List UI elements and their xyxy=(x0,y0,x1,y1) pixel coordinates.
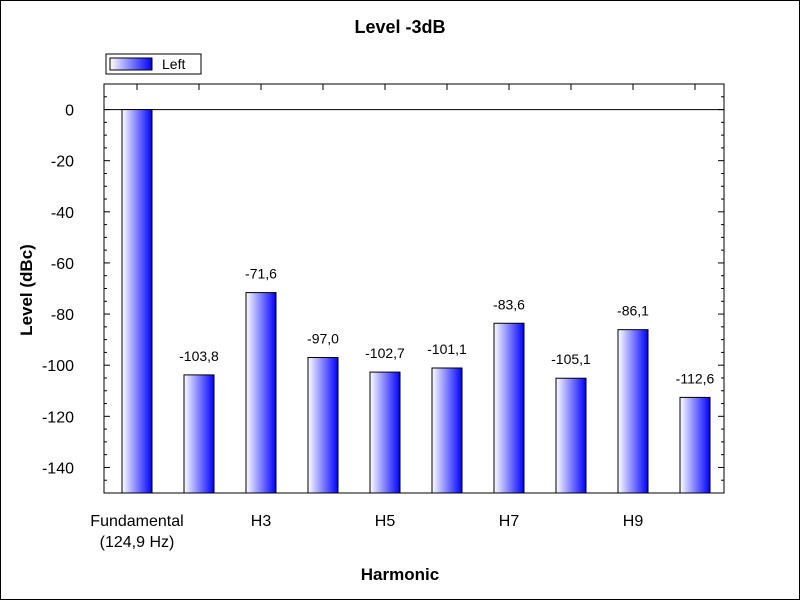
bar xyxy=(121,109,153,494)
data-label: -86,1 xyxy=(617,303,649,319)
y-tick-label: -140 xyxy=(42,460,74,477)
x-tick-label: H5 xyxy=(375,513,396,530)
data-label: -83,6 xyxy=(493,296,525,312)
data-label: -101,1 xyxy=(427,341,467,357)
data-label: -102,7 xyxy=(365,345,405,361)
bar xyxy=(493,322,525,494)
legend: Left xyxy=(105,53,202,75)
bar xyxy=(183,374,215,494)
x-axis-title: Harmonic xyxy=(361,565,439,584)
x-tick-label: H7 xyxy=(499,513,520,530)
legend-label-left: Left xyxy=(162,56,185,72)
x-tick-label: H3 xyxy=(251,513,272,530)
x-tick-label: H9 xyxy=(623,513,644,530)
bar xyxy=(369,371,401,494)
plot-area: 0 -20 -40 -60 -80 -100 -120 -140 -103,8 -71,6 -97,… xyxy=(42,83,725,551)
x-tick-label: Fundamental xyxy=(90,513,183,530)
data-label: -71,6 xyxy=(245,266,277,282)
data-label: -105,1 xyxy=(551,351,591,367)
chart-title: Level -3dB xyxy=(354,17,445,37)
y-tick-label: -20 xyxy=(51,154,74,171)
y-tick-label: -60 xyxy=(51,256,74,273)
bar xyxy=(245,292,277,494)
y-axis-title: Level (dBc) xyxy=(17,244,36,336)
y-tick-label: -120 xyxy=(42,409,74,426)
bar xyxy=(617,329,649,494)
bar xyxy=(431,367,463,494)
data-label: -97,0 xyxy=(307,331,339,347)
legend-swatch xyxy=(109,57,153,71)
x-tick-label: (124,9 Hz) xyxy=(100,534,175,551)
bar xyxy=(679,396,711,494)
y-tick-label: -80 xyxy=(51,307,74,324)
bar xyxy=(307,357,339,494)
data-label: -103,8 xyxy=(179,348,219,364)
bar xyxy=(555,377,587,494)
data-label: -112,6 xyxy=(676,370,715,386)
y-tick-label: -40 xyxy=(51,205,74,222)
y-tick-label: -100 xyxy=(42,358,74,375)
y-tick-label: 0 xyxy=(65,103,74,120)
